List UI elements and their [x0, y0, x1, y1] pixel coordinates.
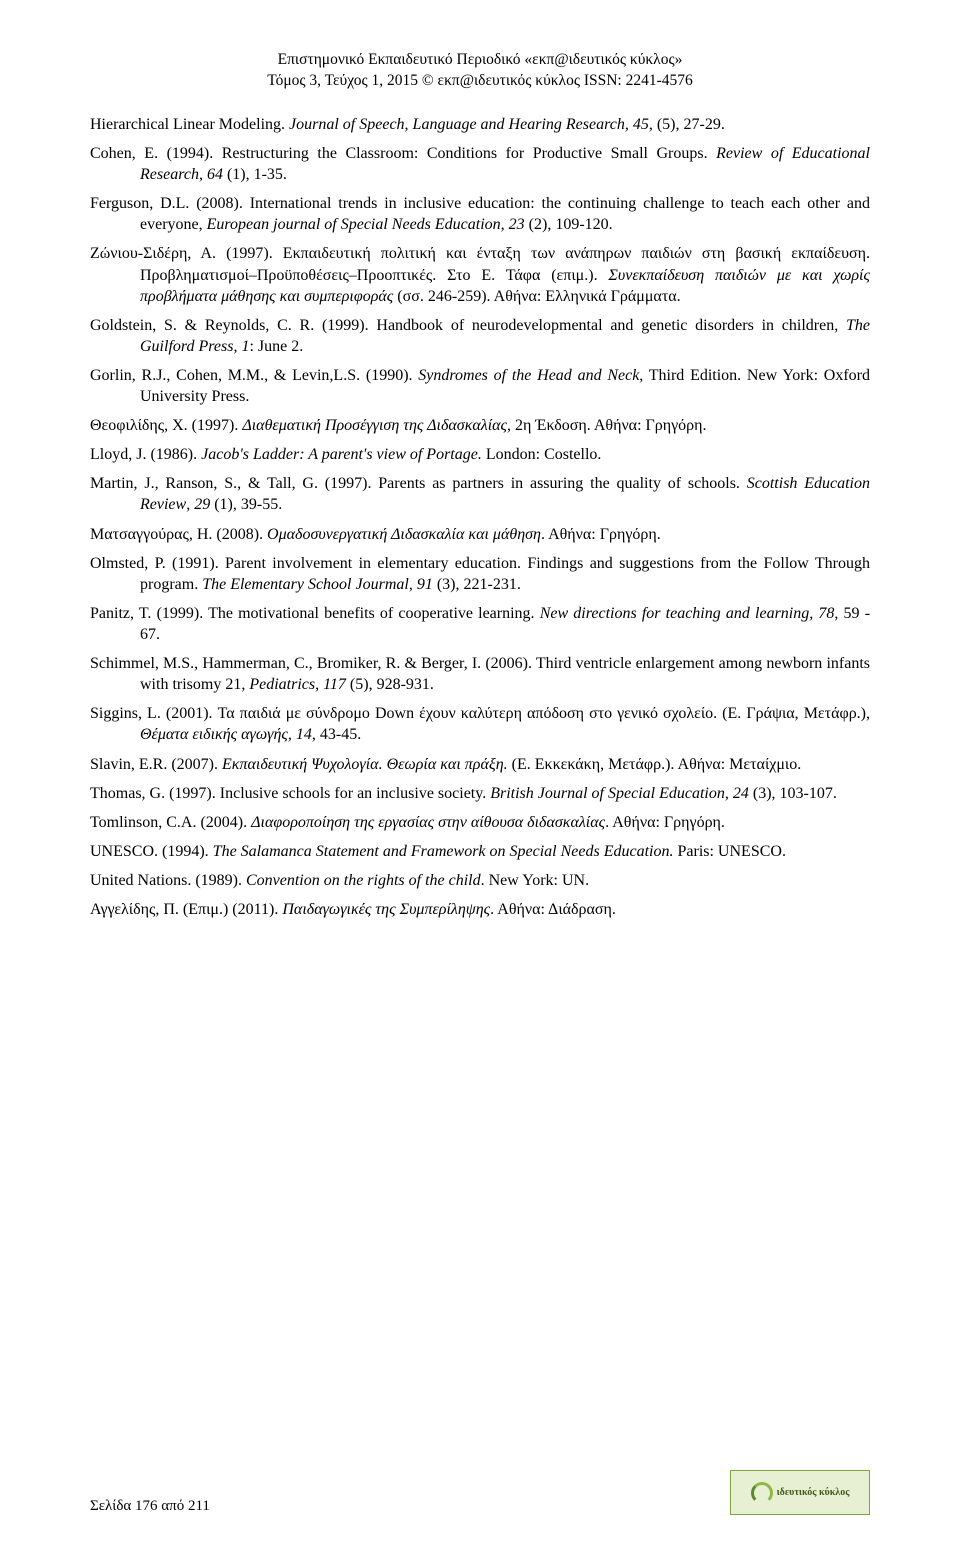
reference-entry: Panitz, T. (1999). The motivational bene…: [90, 603, 870, 645]
reference-entry: Hierarchical Linear Modeling. Journal of…: [90, 114, 870, 135]
reference-entry: Lloyd, J. (1986). Jacob's Ladder: A pare…: [90, 444, 870, 465]
reference-entry: Ματσαγγούρας, Η. (2008). Ομαδοσυνεργατικ…: [90, 524, 870, 545]
reference-entry: Gorlin, R.J., Cohen, M.M., & Levin,L.S. …: [90, 365, 870, 407]
reference-entry: Ζώνιου-Σιδέρη, Α. (1997). Εκπαιδευτική π…: [90, 243, 870, 306]
reference-entry: United Nations. (1989). Convention on th…: [90, 870, 870, 891]
reference-entry: Θεοφιλίδης, Χ. (1997). Διαθεματική Προσέ…: [90, 415, 870, 436]
header-line-1: Επιστημονικό Εκπαιδευτικό Περιοδικό «εκπ…: [90, 50, 870, 71]
page-number: Σελίδα 176 από 211: [90, 1498, 210, 1515]
page-header: Επιστημονικό Εκπαιδευτικό Περιοδικό «εκπ…: [90, 50, 870, 92]
reference-entry: Siggins, L. (2001). Τα παιδιά με σύνδρομ…: [90, 703, 870, 745]
reference-entry: Tomlinson, C.A. (2004). Διαφοροποίηση τη…: [90, 812, 870, 833]
page-footer: Σελίδα 176 από 211 ιδευτικός κύκλος: [90, 1470, 870, 1515]
reference-entry: Ferguson, D.L. (2008). International tre…: [90, 193, 870, 235]
reference-entry: Cohen, Ε. (1994). Restructuring the Clas…: [90, 143, 870, 185]
reference-entry: UNESCO. (1994). The Salamanca Statement …: [90, 841, 870, 862]
reference-entry: Martin, J., Ranson, S., & Tall, G. (1997…: [90, 473, 870, 515]
reference-entry: Schimmel, M.S., Hammerman, C., Bromiker,…: [90, 653, 870, 695]
references-list: Hierarchical Linear Modeling. Journal of…: [90, 114, 870, 920]
journal-logo: ιδευτικός κύκλος: [730, 1470, 870, 1515]
reference-entry: Olmsted, P. (1991). Parent involvement i…: [90, 553, 870, 595]
reference-entry: Goldstein, S. & Reynolds, C. R. (1999). …: [90, 315, 870, 357]
logo-swirl-icon: [751, 1482, 773, 1504]
reference-entry: Slavin, E.R. (2007). Εκπαιδευτική Ψυχολο…: [90, 754, 870, 775]
reference-entry: Thomas, G. (1997). Inclusive schools for…: [90, 783, 870, 804]
logo-text: ιδευτικός κύκλος: [777, 1488, 850, 1498]
header-line-2: Τόμος 3, Τεύχος 1, 2015 © εκπ@ιδευτικός …: [90, 71, 870, 92]
reference-entry: Αγγελίδης, Π. (Επιμ.) (2011). Παιδαγωγικ…: [90, 899, 870, 920]
